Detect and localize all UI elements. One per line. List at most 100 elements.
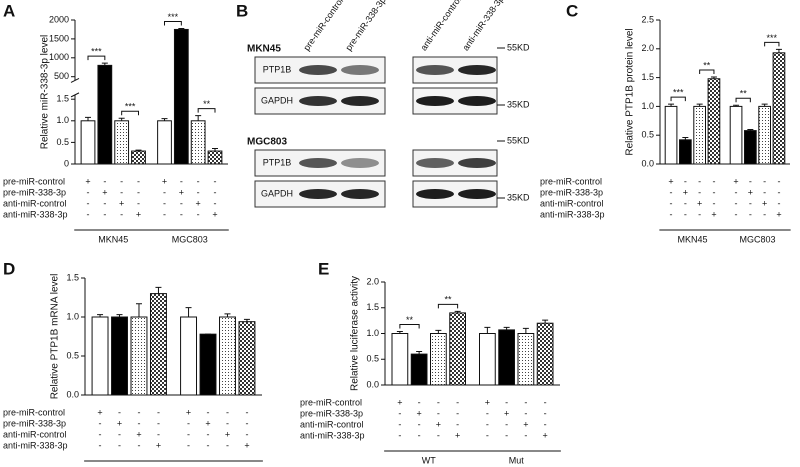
condition-sign: - (698, 176, 701, 186)
condition-sign: - (763, 209, 766, 219)
condition-sign: - (456, 419, 459, 429)
condition-label: anti-miR-control (540, 198, 604, 208)
marker-label: 55KD (507, 135, 530, 145)
error-bar (178, 28, 185, 30)
x-tick-label: WT (422, 455, 436, 465)
bar (91, 316, 109, 396)
panel-label: A (3, 1, 15, 20)
condition-label: pre-miR-338-3p (300, 408, 363, 418)
y-axis-label: Relative luciferase activity (350, 276, 361, 391)
bar (517, 333, 535, 386)
condition-sign: - (749, 198, 752, 208)
significance-bracket (764, 41, 780, 47)
condition-sign: - (87, 198, 90, 208)
condition-sign: - (197, 209, 200, 219)
error-bar (484, 326, 491, 334)
condition-sign: - (245, 418, 248, 428)
protein-label: PTP1B (263, 157, 292, 167)
bar (707, 78, 721, 165)
error-bar (135, 303, 142, 317)
cell-line-label: MGC803 (247, 137, 287, 148)
blot-band (341, 65, 379, 75)
significance-bracket (670, 96, 686, 102)
condition-sign: - (505, 419, 508, 429)
condition-sign: - (735, 209, 738, 219)
error-bar (155, 286, 162, 294)
condition-sign: - (120, 176, 123, 186)
condition-sign: - (157, 407, 160, 417)
x-tick-label: MKN45 (677, 234, 707, 244)
blot-band (299, 158, 337, 168)
blot-band (458, 65, 496, 75)
condition-sign: - (137, 407, 140, 417)
condition-sign: + (85, 176, 90, 186)
significance-bracket (437, 303, 459, 309)
condition-sign: + (179, 187, 184, 197)
bar (97, 64, 113, 165)
bar (130, 316, 148, 396)
significance-bracket (399, 323, 420, 329)
cell-line-label: MKN45 (247, 44, 281, 55)
y-axis-label: Relative PTP1B protein level (625, 28, 636, 155)
bar (157, 120, 172, 165)
condition-sign: - (226, 418, 229, 428)
y-tick-label: 1.0 (56, 115, 69, 125)
bar (111, 316, 128, 396)
error-bar (85, 116, 92, 121)
condition-sign: - (777, 198, 780, 208)
bar (664, 105, 678, 165)
blot-band (416, 96, 454, 106)
condition-sign: + (136, 429, 141, 439)
protein-label: GAPDH (261, 188, 293, 198)
bar (758, 105, 771, 165)
y-tick-label: 1000 (49, 52, 69, 62)
condition-label: pre-miR-control (540, 176, 602, 186)
condition-sign: - (187, 440, 190, 450)
error-bar (161, 118, 168, 121)
condition-sign: - (684, 209, 687, 219)
condition-sign: - (398, 430, 401, 440)
condition-sign: - (207, 429, 210, 439)
error-bar (211, 147, 218, 152)
error-bar (503, 326, 510, 330)
blot-band (341, 189, 379, 199)
condition-sign: - (137, 187, 140, 197)
condition-sign: - (437, 397, 440, 407)
bar (430, 333, 447, 386)
error-bar (185, 307, 192, 317)
condition-sign: - (118, 407, 121, 417)
error-bar (522, 327, 529, 334)
condition-sign: + (436, 419, 441, 429)
significance-label: ** (444, 295, 452, 305)
condition-sign: + (244, 440, 249, 450)
bar (207, 150, 223, 165)
condition-sign: - (245, 407, 248, 417)
condition-sign: + (102, 187, 107, 197)
condition-sign: - (137, 418, 140, 428)
error-bar (435, 329, 442, 334)
condition-sign: - (157, 429, 160, 439)
condition-sign: - (180, 176, 183, 186)
condition-sign: + (485, 397, 490, 407)
condition-sign: - (486, 430, 489, 440)
condition-sign: + (156, 440, 161, 450)
condition-sign: + (416, 408, 421, 418)
significance-label: *** (673, 87, 684, 97)
error-bar (224, 313, 231, 317)
error-bar (710, 76, 717, 79)
bar (744, 130, 757, 165)
condition-sign: - (437, 408, 440, 418)
error-bar (747, 128, 754, 131)
y-tick-label: 1.0 (641, 101, 654, 111)
error-bar (396, 330, 403, 334)
condition-sign: + (711, 209, 716, 219)
condition-sign: - (777, 176, 780, 186)
blot-band (299, 65, 337, 75)
blot-band (341, 96, 379, 106)
condition-sign: - (763, 187, 766, 197)
significance-label: ** (203, 99, 211, 109)
error-bar (416, 351, 423, 355)
error-bar (761, 103, 768, 107)
bar (498, 329, 515, 386)
condition-label: pre-miR-338-3p (540, 187, 603, 197)
